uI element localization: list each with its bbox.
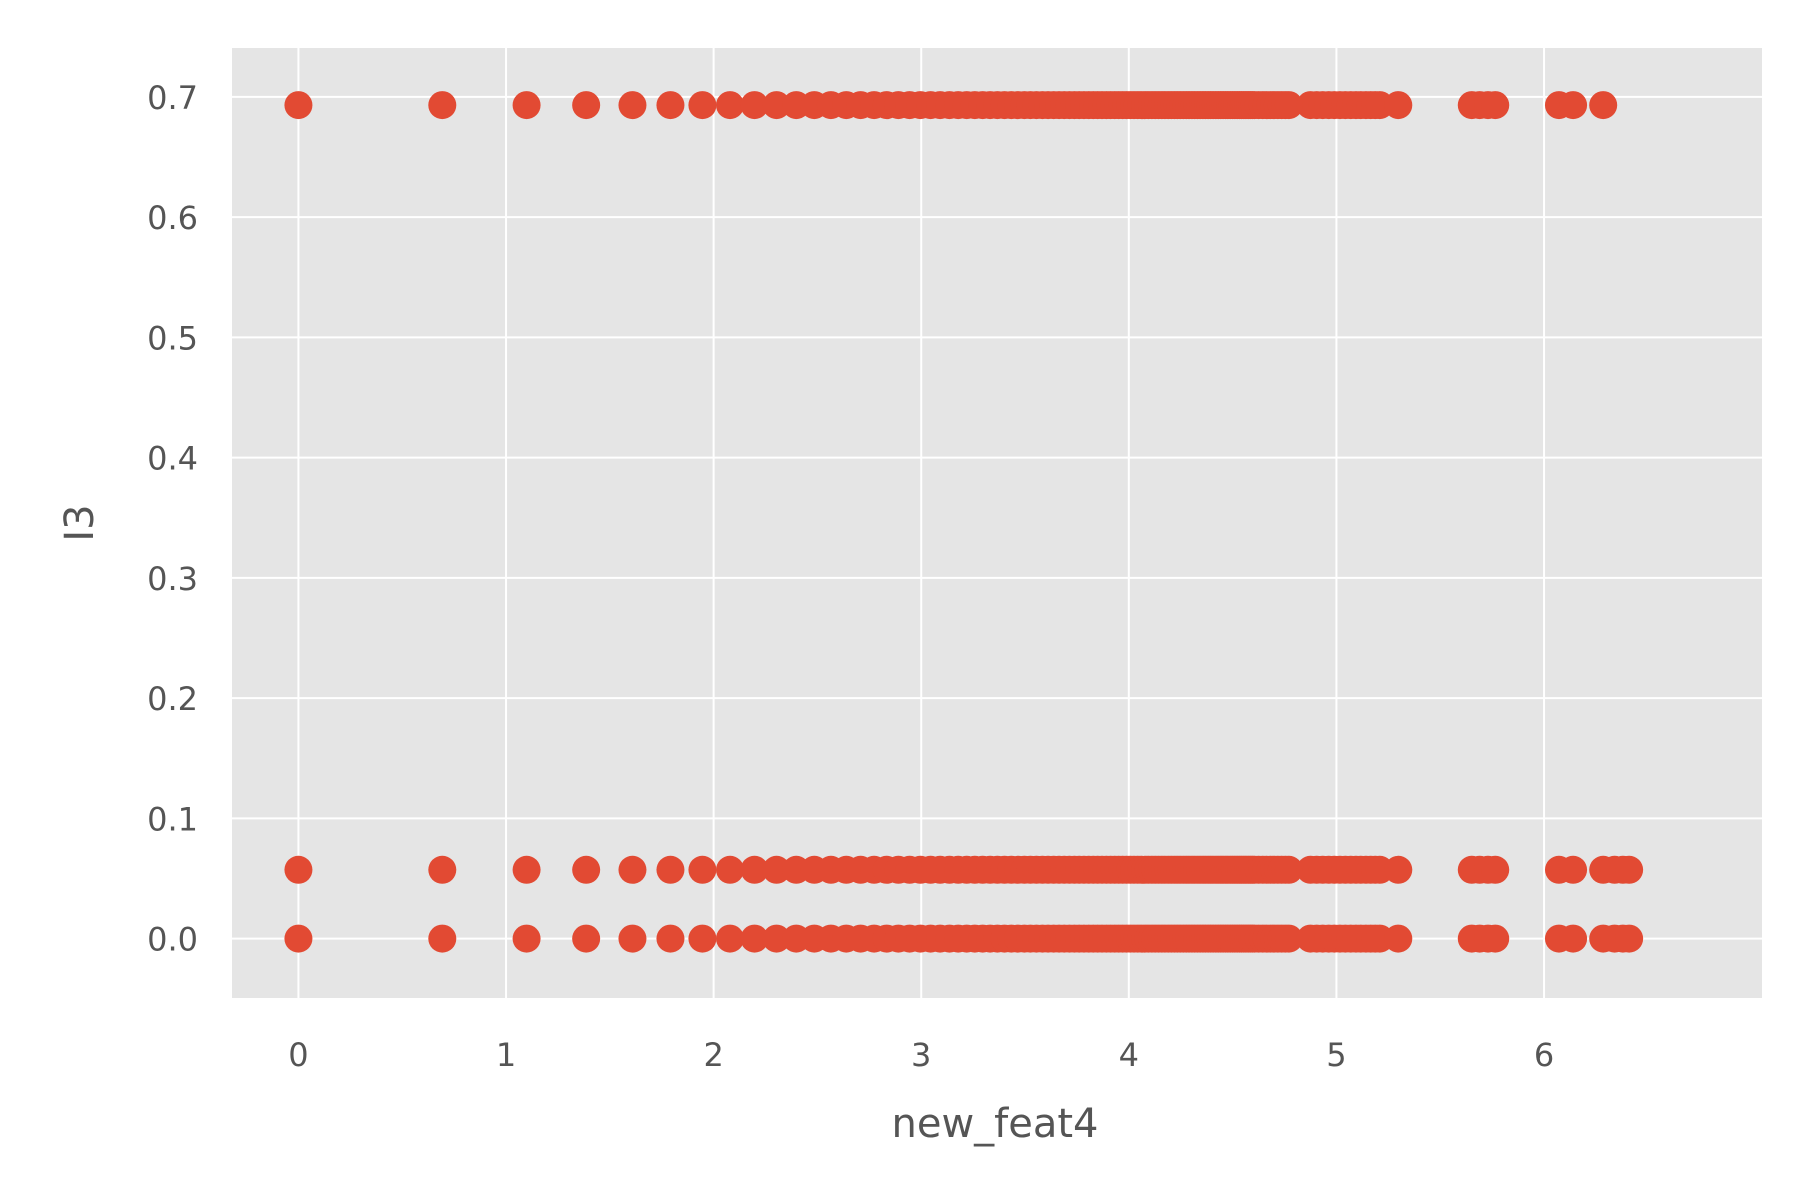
data-point-0-129: [1559, 91, 1588, 120]
data-point-2-4: [618, 924, 647, 953]
data-point-2-6: [688, 924, 717, 953]
y-tick-label-0: 0.0: [147, 921, 198, 959]
data-point-1-3: [572, 855, 601, 884]
data-point-0-7: [716, 91, 745, 120]
data-point-0-5: [656, 91, 685, 120]
y-tick-label-5: 0.5: [147, 319, 198, 357]
data-point-1-2: [512, 855, 541, 884]
data-point-2-108: [1274, 924, 1303, 953]
data-point-1-127: [1481, 855, 1510, 884]
data-point-2-123: [1384, 924, 1413, 953]
y-tick-label-3: 0.3: [147, 560, 198, 598]
x-tick-label-0: 0: [288, 1036, 308, 1074]
data-point-1-133: [1615, 855, 1644, 884]
data-point-2-5: [656, 924, 685, 953]
data-point-1-123: [1384, 855, 1413, 884]
data-point-2-129: [1559, 924, 1588, 953]
data-point-2-1: [428, 924, 457, 953]
data-point-2-7: [716, 924, 745, 953]
x-tick-label-1: 1: [496, 1036, 516, 1074]
data-point-2-9: [762, 924, 791, 953]
x-tick-label-3: 3: [911, 1036, 931, 1074]
y-tick-labels: 0.0 0.1 0.2 0.3 0.4 0.5 0.6 0.7: [147, 79, 198, 959]
x-tick-labels: 0 1 2 3 4 5 6: [288, 1036, 1554, 1074]
data-point-1-1: [428, 855, 457, 884]
plot-background: [232, 48, 1762, 998]
grid-lines: [232, 48, 1762, 998]
y-tick-label-2: 0.2: [147, 680, 198, 718]
data-point-2-0: [284, 924, 313, 953]
data-points: [284, 91, 1644, 953]
y-tick-label-4: 0.4: [147, 440, 198, 478]
data-point-2-127: [1481, 924, 1510, 953]
data-point-1-108: [1274, 855, 1303, 884]
data-point-2-3: [572, 924, 601, 953]
data-point-0-8: [740, 91, 769, 120]
data-point-1-5: [656, 855, 685, 884]
data-point-1-7: [716, 855, 745, 884]
data-point-1-129: [1559, 855, 1588, 884]
data-point-1-0: [284, 855, 313, 884]
data-point-0-108: [1274, 91, 1303, 120]
data-point-2-133: [1615, 924, 1644, 953]
data-point-0-0: [284, 91, 313, 120]
y-tick-label-7: 0.7: [147, 79, 198, 117]
x-tick-label-6: 6: [1534, 1036, 1554, 1074]
data-point-0-2: [512, 91, 541, 120]
x-tick-label-2: 2: [703, 1036, 723, 1074]
x-tick-label-4: 4: [1119, 1036, 1139, 1074]
data-point-1-9: [762, 855, 791, 884]
y-axis-label: I3: [57, 504, 103, 541]
x-axis-label: new_feat4: [891, 1101, 1098, 1147]
y-tick-label-1: 0.1: [147, 800, 198, 838]
x-tick-label-5: 5: [1326, 1036, 1346, 1074]
data-point-1-6: [688, 855, 717, 884]
data-point-0-9: [762, 91, 791, 120]
data-point-0-4: [618, 91, 647, 120]
data-point-1-4: [618, 855, 647, 884]
data-point-0-123: [1384, 91, 1413, 120]
data-point-2-2: [512, 924, 541, 953]
y-tick-label-6: 0.6: [147, 199, 198, 237]
data-point-2-8: [740, 924, 769, 953]
data-point-0-130: [1589, 91, 1618, 120]
data-point-1-8: [740, 855, 769, 884]
data-point-0-6: [688, 91, 717, 120]
data-point-0-3: [572, 91, 601, 120]
data-point-0-1: [428, 91, 457, 120]
data-point-0-127: [1481, 91, 1510, 120]
